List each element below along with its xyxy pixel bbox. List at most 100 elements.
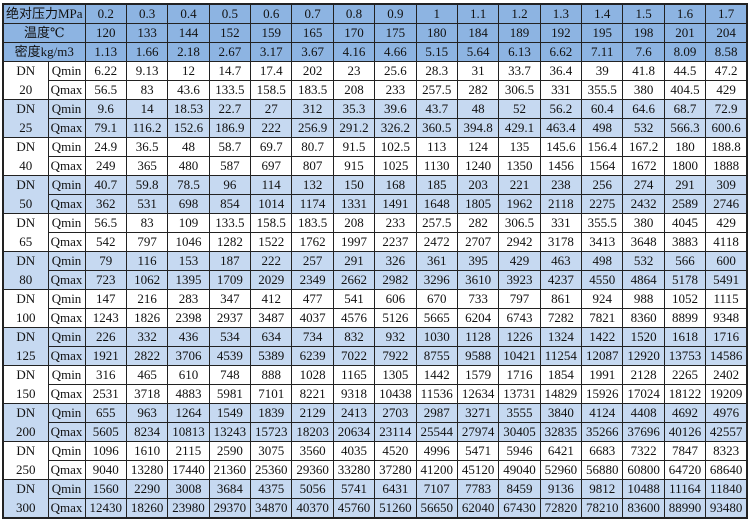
table-row-dn25-qmax: 25 Qmax 79.1 116.2 152.6 186.9 222 256.9 291.2 32…	[2, 118, 748, 138]
table-row-dn65-qmin: DN Qmin 56.5 83 109 133.5 158.5 183.5 208 233 257.…	[2, 213, 748, 233]
qmax-value: 291.2	[332, 118, 376, 138]
qmax-value: 79.1	[84, 118, 127, 138]
qmin-value: 133.5	[208, 213, 252, 233]
temperature-value: 201	[663, 23, 707, 43]
qmin-value: 68.7	[663, 99, 707, 119]
qmin-value: 11840	[705, 479, 748, 499]
qmin-value: 283	[167, 289, 210, 309]
dn-label: DN	[2, 175, 49, 195]
qmax-value: 404.5	[663, 80, 707, 100]
table-row-dn100-qmin: DN Qmin 147 216 283 347 412 477 541 606 670 733 797 8…	[2, 289, 748, 309]
qmax-value: 2822	[125, 346, 169, 366]
qmax-value: 37696	[622, 422, 665, 442]
qmin-value: 28.3	[415, 61, 458, 81]
pressure-header-row: 绝对压力MPa 0.2 0.3 0.4 0.5 0.6 0.7 0.8 0.9 1 1.1 1.2 1.…	[2, 3, 748, 24]
qmax-value: 3296	[415, 270, 458, 290]
qmin-value: 24.9	[84, 137, 127, 157]
qmax-value: 5126	[374, 308, 417, 328]
table-row-dn150-qmin: DN Qmin 316 465 610 748 888 1028 1165 1305 1442 157…	[2, 365, 748, 385]
qmax-value: 4037	[291, 308, 334, 328]
qmax-value: 9040	[84, 460, 127, 480]
qmax-value: 18122	[663, 384, 707, 404]
qmin-value: 4520	[374, 441, 417, 461]
qmax-value: 25360	[249, 460, 293, 480]
qmin-value: 9812	[580, 479, 624, 499]
table-row-dn20-qmax: 20 Qmax 56.5 83 43.6 133.5 158.5 183.5 208 233 257…	[2, 80, 748, 100]
qmax-value: 23980	[167, 498, 210, 519]
qmin-value: 58.7	[208, 137, 252, 157]
qmin-value: 44.5	[663, 61, 707, 81]
qmax-value: 3610	[456, 270, 500, 290]
qmin-value: 1991	[580, 365, 624, 385]
qmax-value: 256.9	[291, 118, 334, 138]
qmax-value: 698	[167, 194, 210, 214]
qmin-value: 1226	[498, 327, 541, 347]
qmax-value: 29360	[291, 460, 334, 480]
qmax-value: 88990	[663, 498, 707, 519]
pressure-value: 0.8	[332, 3, 376, 24]
qmin-value: 216	[125, 289, 169, 309]
qmax-value: 208	[332, 80, 376, 100]
qmin-value: 48	[167, 137, 210, 157]
qmax-value: 34870	[249, 498, 293, 519]
qmin-value: 153	[167, 251, 210, 271]
qmax-value: 2662	[332, 270, 376, 290]
pressure-value: 1.3	[539, 3, 583, 24]
qmax-value: 331	[539, 80, 583, 100]
density-value: 1.66	[125, 42, 169, 62]
table-row-dn100-qmax: 100 Qmax 1243 1826 2398 2937 3487 4037 4576 5126 5…	[2, 308, 748, 328]
qmin-value: 797	[498, 289, 541, 309]
qmax-value: 3648	[622, 232, 665, 252]
qmin-value: 96	[208, 175, 252, 195]
qmax-value: 1395	[167, 270, 210, 290]
qmax-value: 8360	[622, 308, 665, 328]
qmax-value: 11254	[539, 346, 583, 366]
qmax-value: 2982	[374, 270, 417, 290]
qmin-value: 2703	[374, 403, 417, 423]
density-value: 7.11	[580, 42, 624, 62]
qmin-value: 610	[167, 365, 210, 385]
qmin-value: 109	[167, 213, 210, 233]
qmin-value: 238	[539, 175, 583, 195]
dn-label: DN	[2, 365, 49, 385]
qmax-label: Qmax	[47, 308, 86, 328]
qmax-value: 3706	[167, 346, 210, 366]
qmax-value: 7101	[249, 384, 293, 404]
qmin-value: 331	[539, 213, 583, 233]
dn-size: 300	[2, 498, 49, 519]
qmax-value: 1800	[663, 156, 707, 176]
density-value: 2.18	[167, 42, 210, 62]
table-row-dn80-qmin: DN Qmin 79 116 153 187 222 257 291 326 361 395 429 46…	[2, 251, 748, 271]
pressure-value: 0.9	[374, 3, 417, 24]
qmax-value: 306.5	[498, 80, 541, 100]
flow-range-table: 绝对压力MPa 0.2 0.3 0.4 0.5 0.6 0.7 0.8 0.9 1 1.1 1.2 1.…	[2, 3, 748, 519]
qmin-value: 1324	[539, 327, 583, 347]
qmin-value: 436	[167, 327, 210, 347]
qmax-value: 9588	[456, 346, 500, 366]
dn-label: DN	[2, 479, 49, 499]
qmin-value: 167.2	[622, 137, 665, 157]
dn-label: DN	[2, 327, 49, 347]
qmin-value: 2413	[332, 403, 376, 423]
qmin-value: 3075	[249, 441, 293, 461]
qmin-value: 655	[84, 403, 127, 423]
dn-size: 20	[2, 80, 49, 100]
qmin-value: 72.9	[705, 99, 748, 119]
qmax-value: 463.4	[539, 118, 583, 138]
pressure-value: 1.2	[498, 3, 541, 24]
dn-size: 200	[2, 422, 49, 442]
qmin-value: 43.7	[415, 99, 458, 119]
qmin-label: Qmin	[47, 289, 86, 309]
qmin-value: 1128	[456, 327, 500, 347]
qmin-value: 1579	[456, 365, 500, 385]
qmin-value: 4375	[249, 479, 293, 499]
qmax-value: 5389	[249, 346, 293, 366]
qmax-value: 394.8	[456, 118, 500, 138]
qmax-value: 51260	[374, 498, 417, 519]
qmax-value: 355.5	[580, 80, 624, 100]
qmin-value: 361	[415, 251, 458, 271]
qmin-label: Qmin	[47, 61, 86, 81]
qmax-value: 5665	[415, 308, 458, 328]
qmin-value: 7783	[456, 479, 500, 499]
qmax-value: 5491	[705, 270, 748, 290]
